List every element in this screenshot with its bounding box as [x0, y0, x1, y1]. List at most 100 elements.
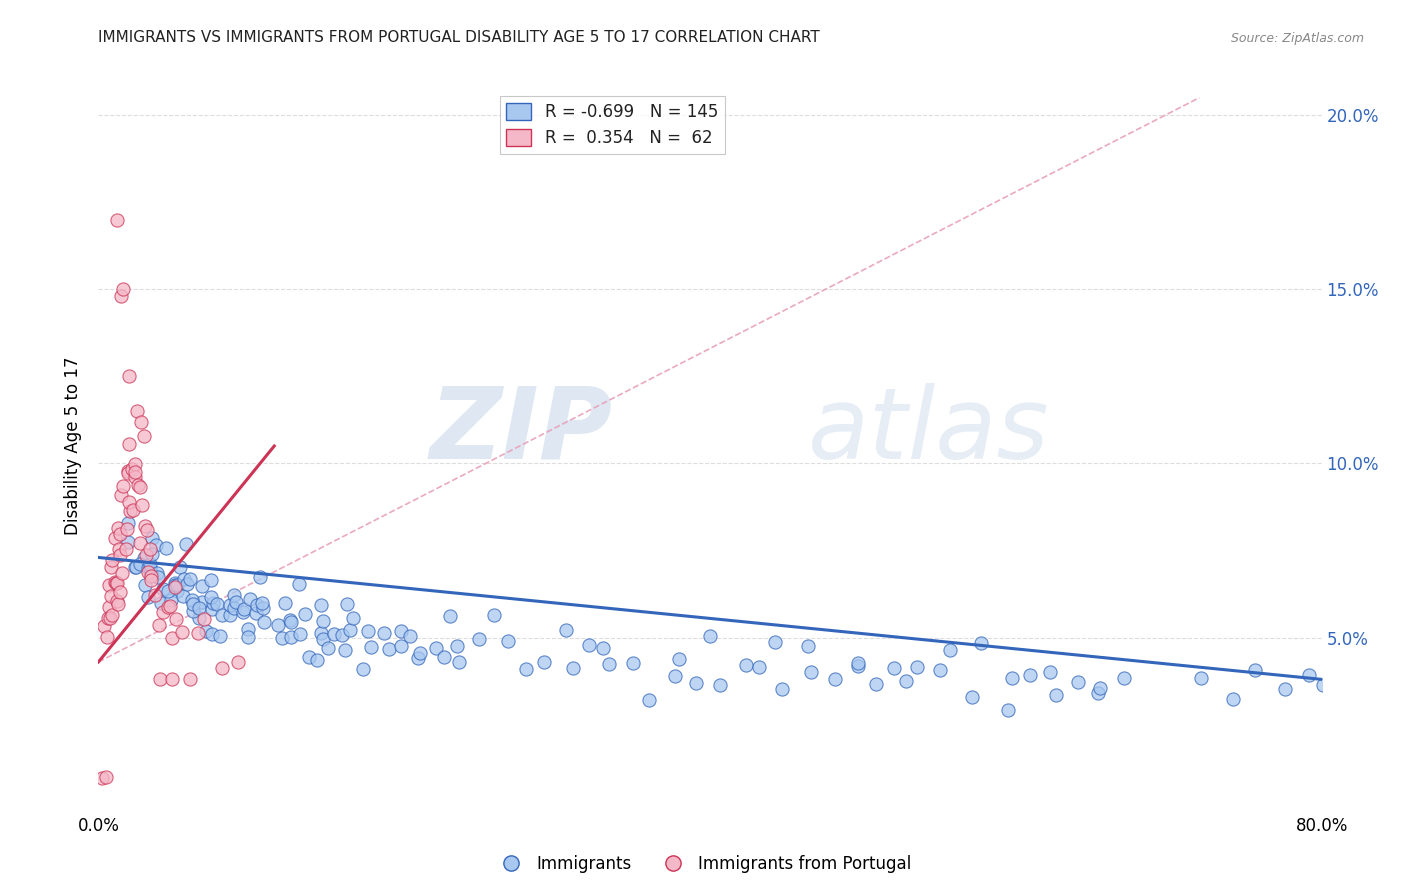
Point [270, 631, 292, 645]
Point [201, 627, 224, 641]
Point [132, 550, 155, 565]
Point [117, 464, 139, 478]
Point [1087, 686, 1109, 700]
Point [149, 673, 172, 687]
Point [129, 557, 152, 571]
Text: Source: ZipAtlas.com: Source: ZipAtlas.com [1230, 31, 1364, 45]
Point [201, 596, 224, 610]
Point [159, 593, 181, 607]
Point [129, 535, 152, 549]
Point [157, 584, 180, 599]
Point [115, 541, 138, 556]
Point [389, 624, 412, 638]
Point [141, 566, 163, 580]
Point [141, 573, 163, 587]
Point [124, 470, 146, 484]
Point [1189, 671, 1212, 685]
Point [939, 643, 962, 657]
Point [238, 622, 260, 636]
Point [928, 663, 950, 677]
Point [105, 593, 128, 607]
Point [156, 599, 179, 614]
Point [127, 478, 149, 492]
Point [136, 590, 159, 604]
Y-axis label: Disability Age 5 to 17: Disability Age 5 to 17 [65, 357, 83, 535]
Point [342, 611, 364, 625]
Point [252, 600, 274, 615]
Point [172, 625, 194, 640]
Point [699, 629, 721, 643]
Point [439, 609, 461, 624]
Point [865, 677, 887, 691]
Point [249, 570, 271, 584]
Point [433, 650, 456, 665]
Point [165, 578, 187, 592]
Point [360, 640, 382, 654]
Point [193, 612, 215, 626]
Point [117, 466, 139, 480]
Point [253, 615, 276, 629]
Point [763, 635, 786, 649]
Point [406, 650, 429, 665]
Point [141, 548, 163, 562]
Point [172, 589, 194, 603]
Point [592, 640, 614, 655]
Legend: Immigrants, Immigrants from Portugal: Immigrants, Immigrants from Portugal [488, 848, 918, 880]
Point [250, 596, 273, 610]
Text: atlas: atlas [808, 383, 1049, 480]
Point [219, 599, 242, 613]
Point [409, 646, 432, 660]
Point [1312, 677, 1334, 691]
Point [800, 665, 823, 680]
Point [1274, 681, 1296, 696]
Point [97, 599, 120, 614]
Point [578, 638, 600, 652]
Point [176, 576, 198, 591]
Point [160, 632, 183, 646]
Point [98, 611, 121, 625]
Legend: R = -0.699   N = 145, R =  0.354   N =  62: R = -0.699 N = 145, R = 0.354 N = 62 [499, 96, 724, 154]
Point [638, 693, 661, 707]
Point [1018, 667, 1040, 681]
Point [118, 503, 141, 517]
Point [1298, 668, 1320, 682]
Point [312, 632, 335, 646]
Point [515, 662, 537, 676]
Point [211, 661, 233, 675]
Point [294, 607, 316, 621]
Point [124, 560, 146, 574]
Point [121, 461, 143, 475]
Point [146, 570, 169, 584]
Point [1090, 681, 1112, 695]
Point [201, 602, 224, 616]
Point [100, 560, 122, 574]
Point [124, 457, 146, 471]
Point [100, 589, 122, 603]
Point [155, 541, 177, 556]
Point [125, 404, 148, 418]
Point [970, 635, 993, 649]
Point [709, 678, 731, 692]
Point [797, 639, 820, 653]
Point [145, 588, 167, 602]
Point [330, 627, 353, 641]
Point [280, 615, 302, 630]
Point [352, 662, 374, 676]
Point [169, 559, 191, 574]
Point [118, 437, 141, 451]
Point [163, 580, 186, 594]
Point [1045, 688, 1067, 702]
Point [356, 624, 378, 639]
Point [107, 520, 129, 534]
Point [141, 532, 163, 546]
Point [166, 583, 188, 598]
Point [181, 592, 204, 607]
Point [101, 607, 124, 622]
Point [104, 532, 127, 546]
Point [232, 606, 254, 620]
Point [378, 641, 401, 656]
Point [121, 503, 143, 517]
Point [267, 617, 290, 632]
Point [138, 542, 160, 557]
Point [312, 614, 335, 628]
